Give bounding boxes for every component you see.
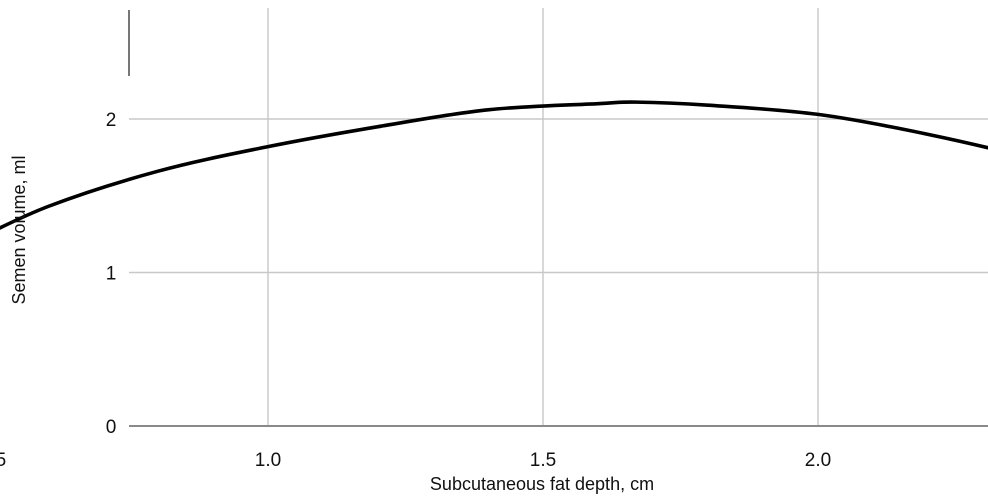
y-axis-title: Semen volume, ml <box>9 155 29 304</box>
y-tick-label: 2 <box>106 110 117 131</box>
y-tick-label: 0 <box>106 417 117 438</box>
axes <box>128 10 988 427</box>
series-line <box>0 100 988 230</box>
x-axis-title: Subcutaneous fat depth, cm <box>430 474 654 494</box>
x-tick-label: 1.0 <box>255 450 281 471</box>
grid <box>129 8 988 426</box>
tick-labels: 0.51.01.52.02.53.03.5012 <box>0 110 831 471</box>
x-tick-label: 2.0 <box>805 450 831 471</box>
series-layer <box>0 100 988 230</box>
x-tick-label: 0.5 <box>0 450 6 471</box>
y-tick-label: 1 <box>106 264 117 285</box>
x-tick-label: 1.5 <box>530 450 556 471</box>
